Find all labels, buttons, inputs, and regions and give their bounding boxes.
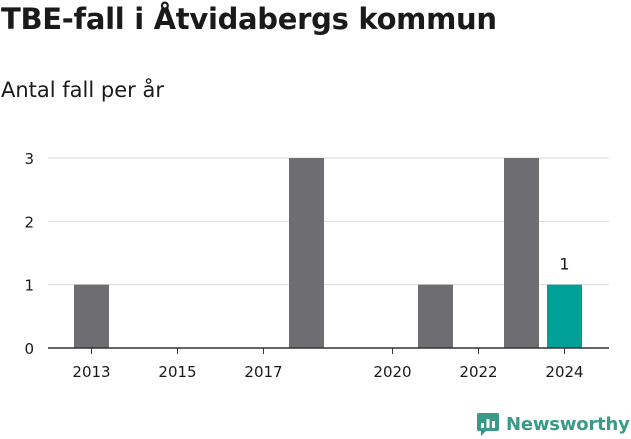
y-tick-label: 3 (24, 150, 34, 168)
bar-2018 (289, 158, 324, 348)
bar-2023 (504, 158, 539, 348)
x-tick-label: 2022 (459, 363, 497, 381)
x-tick-label: 2017 (244, 363, 282, 381)
newsworthy-chart-icon (477, 413, 499, 436)
y-tick-label: 0 (24, 340, 34, 358)
x-tick-label: 2013 (72, 363, 110, 381)
chart-title: TBE-fall i Åtvidabergs kommun (1, 2, 497, 36)
bar-2024 (547, 284, 582, 348)
y-tick-label: 2 (24, 213, 34, 231)
x-tick-label: 2015 (158, 363, 196, 381)
newsworthy-logo: Newsworthy (476, 409, 630, 439)
data-labels: 1 (559, 255, 569, 274)
x-axis-ticks: 2013 2015 2017 2020 2022 2024 (72, 348, 584, 381)
bars (48, 158, 609, 349)
y-tick-label: 1 (24, 277, 34, 295)
x-tick-label: 2024 (545, 363, 583, 381)
chart-subtitle: Antal fall per år (1, 78, 164, 102)
brand-name: Newsworthy (506, 413, 630, 435)
x-tick-label: 2020 (373, 363, 411, 381)
bar-2013 (74, 284, 109, 348)
data-label-2024: 1 (559, 255, 569, 274)
bar-2021 (418, 284, 453, 348)
